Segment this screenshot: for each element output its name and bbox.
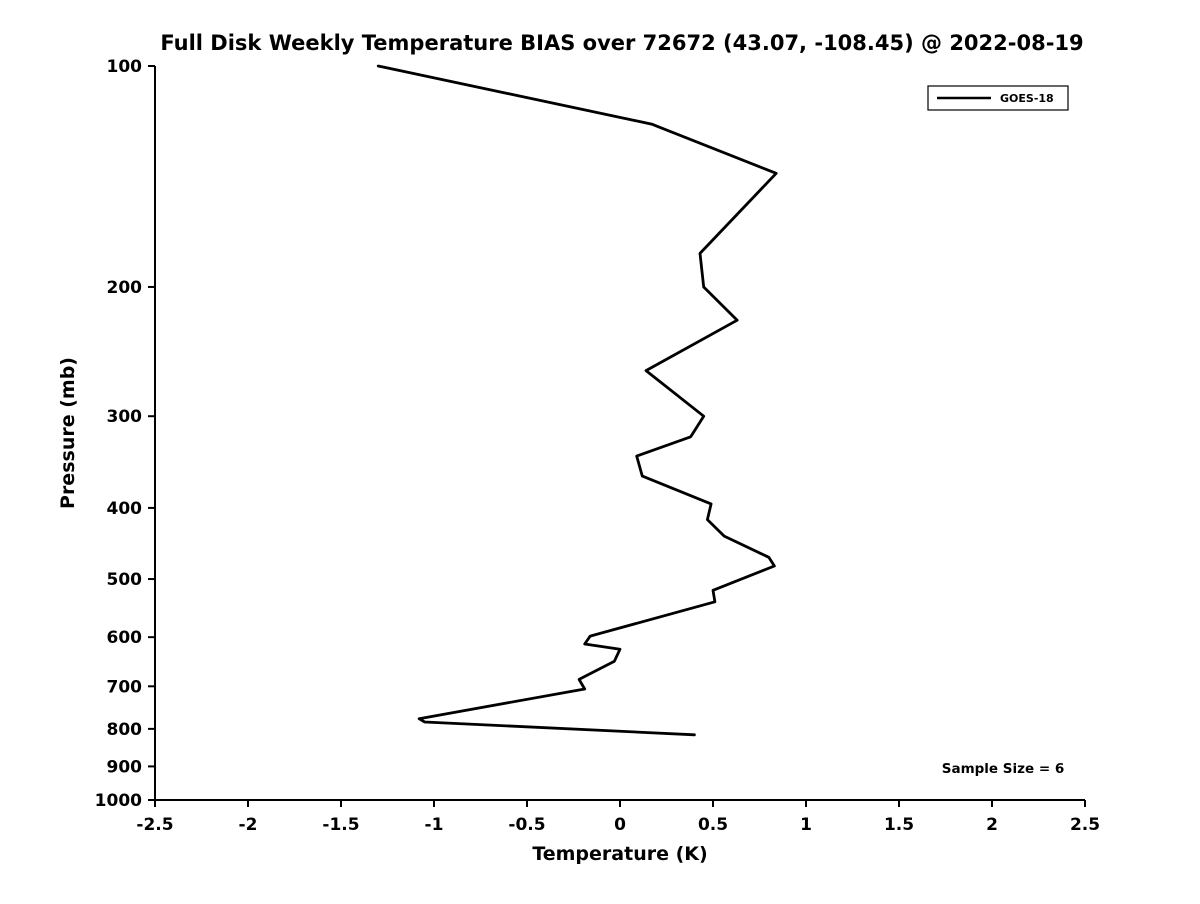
y-axis-title: Pressure (mb) (57, 357, 79, 509)
legend-entry-label: GOES-18 (1000, 92, 1054, 105)
x-tick-label: 2 (986, 815, 998, 835)
y-tick-label: 700 (107, 677, 143, 697)
x-tick-label: -1 (425, 815, 444, 835)
y-tick-label: 600 (107, 628, 143, 648)
sample-size-annotation: Sample Size = 6 (942, 761, 1065, 777)
chart-title: Full Disk Weekly Temperature BIAS over 7… (160, 31, 1083, 55)
x-tick-label: 0 (614, 815, 626, 835)
y-tick-label: 500 (107, 570, 143, 590)
x-tick-label: -0.5 (508, 815, 545, 835)
series-line-goes-18 (376, 64, 778, 737)
x-tick-label: -2 (239, 815, 258, 835)
x-tick-label: 1 (800, 815, 812, 835)
x-tick-label: -1.5 (322, 815, 359, 835)
y-tick-label: 1000 (95, 791, 142, 811)
legend: GOES-18 (927, 85, 1069, 111)
x-tick-label: -2.5 (136, 815, 173, 835)
y-tick-label: 400 (107, 499, 143, 519)
y-tick-label: 800 (107, 720, 143, 740)
y-tick-label: 100 (107, 57, 143, 77)
y-tick-label: 300 (107, 407, 143, 427)
x-tick-label: 2.5 (1070, 815, 1100, 835)
x-axis-title: Temperature (K) (532, 843, 707, 865)
x-tick-label: 0.5 (698, 815, 728, 835)
x-tick-label: 1.5 (884, 815, 914, 835)
y-tick-label: 200 (107, 278, 143, 298)
axes: -2.5 -2 -1.5 -1 -0.5 0 0.5 1 1.5 2 2.5 100 200 300 400… (95, 57, 1100, 835)
data-series (376, 64, 778, 737)
y-tick-label: 900 (107, 757, 143, 777)
